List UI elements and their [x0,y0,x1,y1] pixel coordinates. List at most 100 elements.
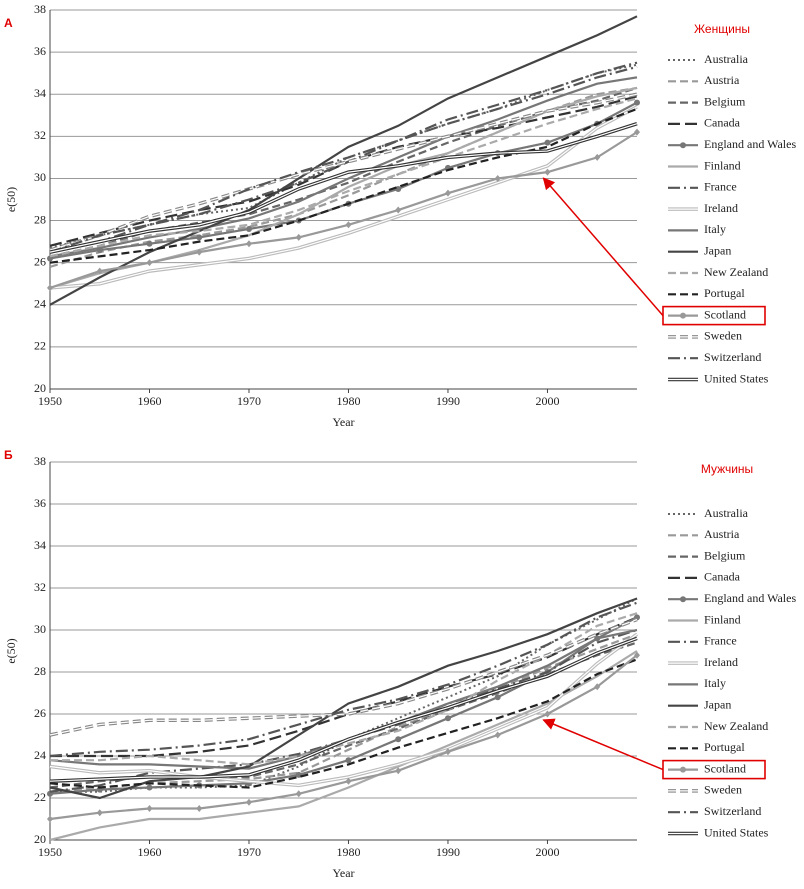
series-line-inner [49,618,638,736]
legend-marker [680,596,686,603]
legend-label: Sweden [704,783,742,797]
legend-label: United States [704,371,769,385]
legend-label: France [704,180,737,194]
legend-label: Italy [704,222,726,236]
legend-marker [680,142,686,149]
marker [544,168,551,176]
x-tick-label: 1960 [137,845,161,859]
y-tick-label: 32 [34,580,46,594]
x-tick-label: 1980 [336,845,360,859]
x-tick-label: 2000 [535,845,559,859]
marker [196,805,203,812]
marker [96,267,103,275]
marker [295,771,302,778]
series-line [49,650,638,842]
legend-label: Scotland [704,761,746,775]
annotation-arrow [542,177,664,317]
marker [395,767,402,775]
legend-label: Japan [704,243,731,257]
series-line [49,601,638,758]
x-tick-label: 1980 [336,394,360,408]
marker [345,757,352,764]
marker [544,710,551,718]
series-line [49,15,638,306]
legend-label: Portugal [704,286,745,300]
series-line [49,65,638,254]
y-tick-label: 22 [34,790,46,804]
marker [245,240,252,248]
legend-label: England and Wales [704,137,796,151]
y-axis-title: e(50) [4,638,18,663]
marker [594,153,601,161]
marker [146,240,153,247]
legend-label: Belgium [704,94,746,108]
marker [494,694,501,701]
x-tick-label: 1990 [436,394,460,408]
y-tick-label: 22 [34,339,46,353]
legend-label: England and Wales [704,591,796,605]
x-tick-label: 1970 [237,394,261,408]
series-line-inner [49,123,638,253]
legend-label: Australia [704,52,749,66]
legend-marker [680,312,686,319]
legend-label: Austria [704,527,740,541]
marker [345,221,352,229]
legend-label: Finland [704,158,741,172]
marker [444,189,451,197]
marker [395,736,402,743]
series-line [49,597,638,800]
marker [634,651,640,659]
marker [146,805,153,812]
legend-label: New Zealand [704,265,768,279]
x-axis-title: Year [332,415,354,429]
legend-label: Italy [704,676,726,690]
y-tick-label: 20 [34,381,46,395]
series-line [49,636,638,783]
annotation-arrow [542,718,664,771]
y-tick-label: 30 [34,622,46,636]
marker [444,715,451,722]
marker [395,206,402,214]
marker [395,185,402,192]
panel-label: А [4,16,13,30]
marker [196,248,203,256]
marker [245,798,252,806]
marker [146,259,153,267]
y-tick-label: 36 [34,44,46,58]
series-line [50,616,638,758]
x-tick-label: 1950 [38,845,62,859]
chart-title: Женщины [694,22,750,36]
x-tick-label: 1960 [137,394,161,408]
x-tick-label: 1970 [237,845,261,859]
legend-label: Sweden [704,329,742,343]
legend-marker [680,766,686,773]
marker [634,99,640,106]
series-line-inner [49,106,638,289]
legend-label: Switzerland [704,350,761,364]
y-tick-label: 38 [34,2,46,16]
series-line-inner [49,633,638,787]
legend-label: Ireland [704,201,738,215]
y-tick-label: 38 [34,454,46,468]
x-axis-title: Year [332,866,354,880]
marker [494,174,501,182]
y-tick-label: 26 [34,706,46,720]
y-tick-label: 30 [34,170,46,184]
series-line-inner [49,637,638,782]
y-axis-title: e(50) [4,187,18,212]
marker [345,777,352,785]
legend-label: Scotland [704,307,746,321]
series-line [49,654,638,821]
y-tick-label: 24 [34,748,46,762]
legend-label: Ireland [704,655,738,669]
marker [146,784,153,791]
y-tick-label: 34 [34,86,46,100]
marker [544,139,551,146]
series-line [49,628,638,793]
series-line [49,628,638,770]
legend-label: Austria [704,73,740,87]
legend-label: Australia [704,506,749,520]
legend-label: United States [704,825,769,839]
legend-label: France [704,634,737,648]
